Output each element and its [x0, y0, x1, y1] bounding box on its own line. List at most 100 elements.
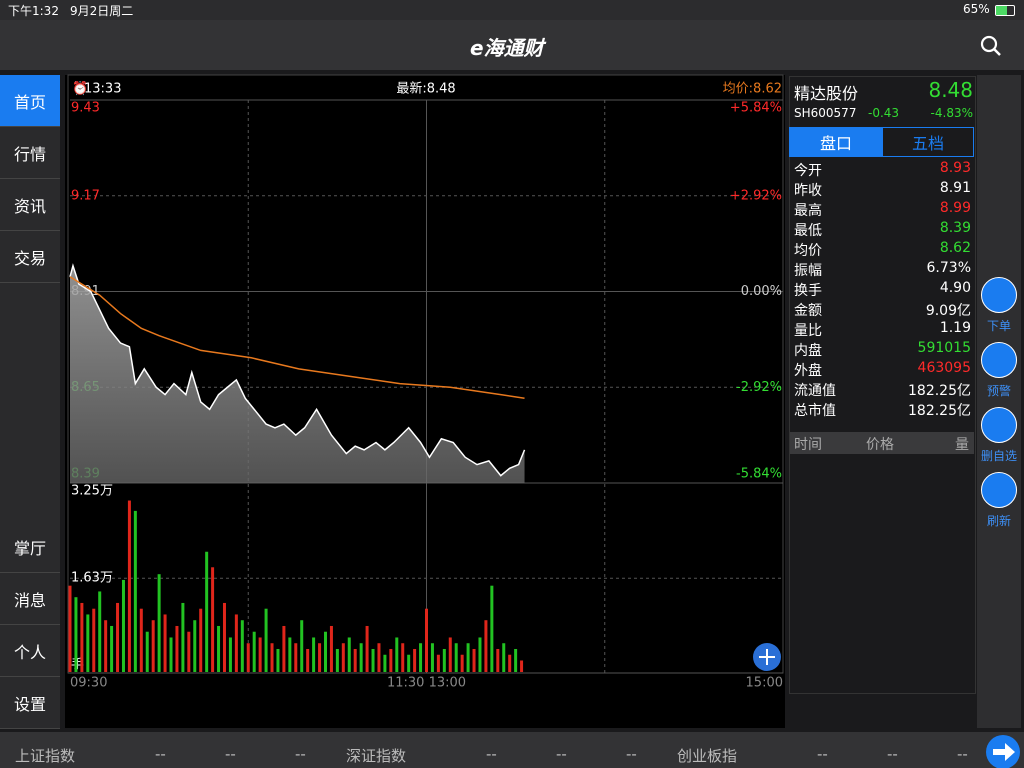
- index-value: --: [225, 745, 236, 763]
- volume-bar: [276, 648, 280, 672]
- quote-value: 8.91: [939, 180, 971, 196]
- quote-value: 9.09亿: [925, 303, 971, 319]
- index-value: --: [817, 745, 828, 763]
- nav-item[interactable]: 行情: [0, 127, 60, 179]
- volume-bar: [139, 608, 143, 672]
- quote-value: 4.90: [939, 280, 971, 296]
- nav-item[interactable]: 消息: [0, 573, 60, 625]
- index-name: 深证指数: [346, 747, 407, 765]
- volume-bar: [335, 648, 339, 672]
- volume-bar: [377, 643, 381, 672]
- quote-value: 1.19: [939, 320, 971, 336]
- volume-bar: [294, 643, 298, 672]
- zoom-icon: [759, 649, 775, 665]
- quote-label: 金额: [794, 303, 822, 319]
- y2-tick-label: 0.00%: [741, 284, 782, 299]
- status-bar: [0, 0, 1024, 20]
- volume-bar: [211, 567, 215, 672]
- quote-label: 振幅: [794, 263, 822, 279]
- nav-item[interactable]: 个人: [0, 625, 60, 677]
- index-value: --: [486, 745, 497, 763]
- nav-item[interactable]: 交易: [0, 231, 60, 283]
- tab-active[interactable]: 盘口: [789, 127, 883, 157]
- volume-bar: [92, 608, 96, 672]
- volume-bar: [329, 625, 333, 672]
- volume-bar: [270, 643, 274, 672]
- volume-bar: [228, 637, 232, 672]
- quote-value: 591015: [917, 340, 971, 356]
- volume-bar: [460, 654, 464, 672]
- volume-bar: [318, 643, 322, 672]
- quote-value: 8.39: [939, 220, 971, 236]
- clock-icon: ⏰: [72, 80, 88, 97]
- nav-item[interactable]: 设置: [0, 677, 60, 729]
- volume-bar: [430, 643, 434, 672]
- quote-label: 最低: [794, 223, 822, 239]
- stock-name: 精达股份: [794, 84, 859, 103]
- volume-bar: [371, 648, 375, 672]
- y-tick-label: 3.25万: [71, 484, 113, 499]
- y2-tick-label: +5.84%: [730, 101, 782, 116]
- volume-bar: [169, 637, 173, 672]
- volume-bar: [454, 643, 458, 672]
- price-line: [69, 263, 526, 477]
- volume-bar: [383, 654, 387, 672]
- volume-bar: [80, 602, 84, 672]
- volume-bar: [395, 637, 399, 672]
- stock-change-pct: -4.83%: [930, 106, 973, 120]
- index-value: --: [295, 745, 306, 763]
- volume-bar: [181, 602, 185, 672]
- nav-item[interactable]: 首页: [0, 75, 60, 127]
- volume-bar: [252, 631, 256, 672]
- volume-bar: [496, 648, 500, 672]
- quote-value: 8.93: [939, 160, 971, 176]
- volume-bar: [514, 648, 518, 672]
- volume-bar: [288, 637, 292, 672]
- volume-bar: [502, 643, 506, 672]
- index-value: --: [626, 745, 637, 763]
- volume-bar: [312, 637, 316, 672]
- quote-value: 182.25亿: [908, 383, 971, 399]
- latest-price: 最新:8.48: [396, 81, 455, 97]
- volume-bar: [145, 631, 149, 672]
- quote-panel: [789, 76, 976, 694]
- y2-tick-label: -5.84%: [736, 467, 782, 482]
- nav-bar: [0, 20, 1024, 70]
- y2-tick-label: +2.92%: [730, 188, 782, 203]
- volume-bar: [163, 614, 167, 672]
- index-value: --: [957, 745, 968, 763]
- volume-bar: [110, 625, 114, 672]
- volume-bar: [116, 602, 120, 672]
- quote-label: 内盘: [794, 343, 822, 359]
- index-next-button[interactable]: [985, 734, 1021, 768]
- action-button[interactable]: [981, 472, 1017, 508]
- volume-bar: [127, 500, 131, 672]
- action-button[interactable]: [981, 407, 1017, 443]
- quote-value: 8.62: [939, 240, 971, 256]
- x-tick-label: 15:00: [746, 676, 783, 691]
- y2-tick-label: -2.92%: [736, 380, 782, 395]
- tab[interactable]: 五档: [882, 127, 974, 157]
- y-tick-label: 9.17: [71, 188, 100, 203]
- action-label: 删自选: [980, 449, 1017, 463]
- volume-bar: [484, 620, 488, 672]
- volume-bar: [300, 620, 304, 672]
- quote-value: 8.99: [939, 200, 971, 216]
- stock-change: -0.43: [868, 106, 900, 120]
- nav-item[interactable]: 资讯: [0, 179, 60, 231]
- y-tick-label: 1.63万: [71, 571, 113, 586]
- volume-bar: [68, 585, 72, 672]
- search-button[interactable]: [978, 33, 1004, 59]
- status-date: 9月2日周二: [70, 4, 134, 18]
- volume-bar: [442, 648, 446, 672]
- volume-bar: [425, 608, 428, 672]
- price-area: [70, 265, 525, 483]
- action-button[interactable]: [981, 277, 1017, 313]
- quote-label: 均价: [794, 243, 822, 259]
- action-label: 预警: [986, 384, 1011, 398]
- action-button[interactable]: [981, 342, 1017, 378]
- volume-bar: [121, 579, 125, 672]
- volume-bar: [234, 614, 238, 672]
- trade-col: 量: [955, 437, 969, 453]
- nav-item[interactable]: 掌厅: [0, 521, 60, 573]
